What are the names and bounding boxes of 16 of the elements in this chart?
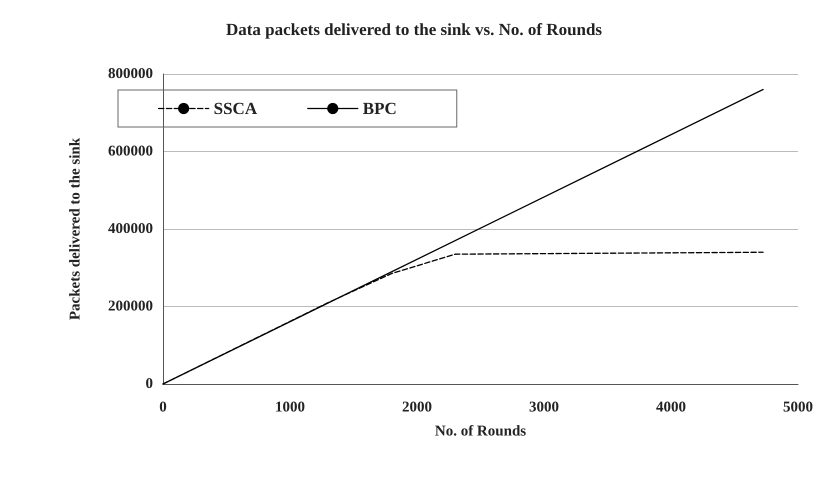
x-tick-label: 3000 [529,400,559,416]
x-tick-label: 5000 [783,400,813,416]
legend-label: SSCA [214,99,258,118]
x-tick-label: 0 [159,400,167,416]
legend-label: BPC [362,99,397,118]
y-tick-label: 200000 [108,298,153,314]
x-tick-label: 1000 [275,400,305,416]
y-axis-title: Packets delivered to the sink [68,137,84,320]
chart-title: Data packets delivered to the sink vs. No. of Rounds [226,20,602,39]
y-tick-label: 0 [146,376,153,392]
y-tick-label: 400000 [108,221,153,237]
y-tick-label: 800000 [108,66,153,82]
x-tick-label: 4000 [656,400,686,416]
x-axis-title: No. of Rounds [434,424,526,440]
x-tick-label: 2000 [402,400,432,416]
y-tick-label: 600000 [108,144,153,160]
